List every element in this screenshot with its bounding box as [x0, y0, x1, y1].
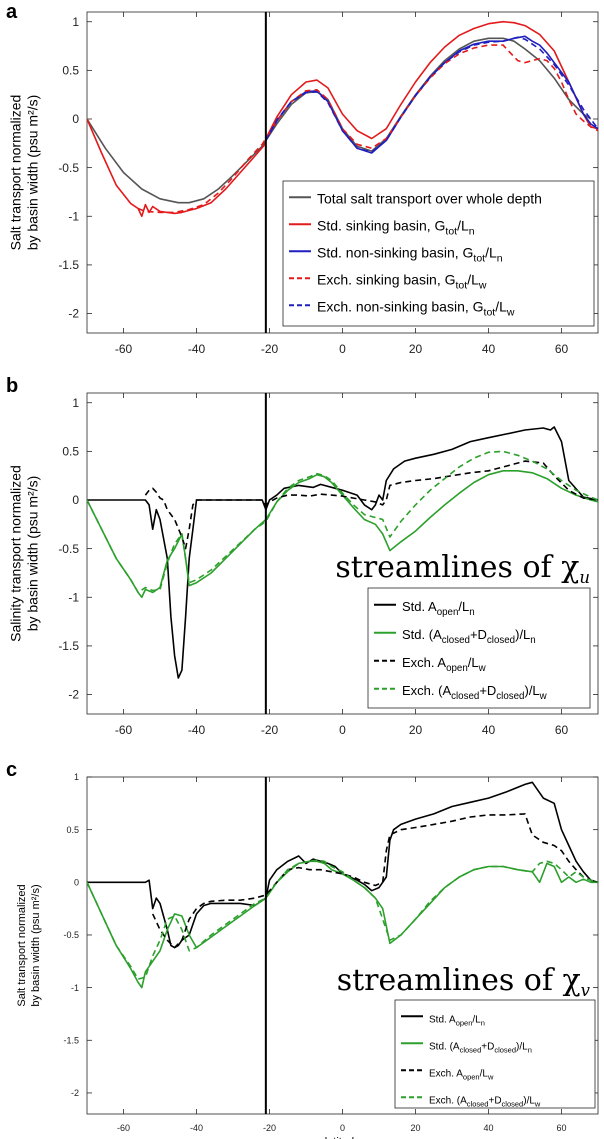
x-tick-label: -40	[188, 723, 206, 737]
series-line	[265, 36, 598, 153]
legend-label: Std. (Aclosed+Dclosed)/Ln	[429, 1041, 532, 1054]
legend-label: Exch. (Aclosed+Dclosed)/Lw	[429, 1095, 541, 1108]
legend: Total salt transport over whole depth Std…	[282, 180, 595, 327]
series-group	[87, 426, 598, 679]
y-tick-label: 0.5	[66, 825, 79, 835]
y-tick-label: 0	[72, 112, 79, 126]
y-tick-label: -1.5	[58, 639, 79, 653]
x-tick-label: -40	[190, 1123, 203, 1133]
panel-b: b -2 -1.5 -1 -0.5 0 0.5 1 -60 -40 -20 0 20 40 60 Salini…	[6, 375, 599, 737]
series-line	[144, 460, 598, 550]
y-axis-label: Salt transport normalized	[8, 95, 24, 251]
legend-label: Exch. Aopen/Lw	[402, 655, 487, 674]
y-axis-label: Salinity transport normalized	[8, 465, 24, 642]
series-line	[87, 781, 598, 949]
y-tick-label: 0	[74, 877, 79, 887]
x-tick-label: 60	[555, 723, 569, 737]
y-tick-label: 0.5	[62, 64, 79, 78]
x-tick-label: 40	[483, 1123, 493, 1133]
annotation: streamlines of χu	[335, 550, 590, 587]
legend-label: Exch. non-sinking basin, Gtot/Lw	[317, 298, 515, 318]
series-line	[87, 469, 598, 599]
legend-label: Exch. sinking basin, Gtot/Lw	[317, 271, 487, 291]
x-tick-label: 40	[482, 342, 496, 356]
legend-label: Exch. (Aclosed+Dclosed)/Lw	[402, 683, 548, 702]
legend-label: Std. sinking basin, Gtot/Ln	[317, 217, 475, 237]
legend-label: Total salt transport over whole depth	[317, 190, 542, 206]
series-line	[151, 813, 598, 949]
x-tick-label: 40	[482, 723, 496, 737]
y-tick-label: -0.5	[63, 930, 79, 940]
y-tick-label: -1	[68, 209, 79, 223]
legend-label: Std. Aopen/Ln	[429, 1014, 485, 1027]
legend-label: Std. (Aclosed+Dclosed)/Ln	[402, 627, 536, 646]
panel-letter: b	[6, 375, 18, 397]
series-line	[87, 450, 598, 594]
legend-label: Std. non-sinking basin, Gtot/Ln	[317, 244, 503, 264]
y-tick-label: -1	[71, 983, 79, 993]
y-tick-label: -2	[68, 688, 79, 702]
y-tick-label: 0	[72, 493, 79, 507]
annotation: streamlines of χv	[337, 963, 591, 1000]
x-tick-label: 20	[409, 342, 423, 356]
y-tick-label: -2	[68, 307, 79, 321]
panel-c: c -2 -1.5 -1 -0.5 0 0.5 1 -60 -40 -20 0 20 40 60 Salt t…	[6, 759, 599, 1139]
series-line	[87, 860, 598, 989]
y-tick-label: -1.5	[58, 258, 79, 272]
x-tick-label: -60	[115, 723, 133, 737]
series-line	[265, 20, 598, 140]
series-line	[87, 118, 267, 218]
x-tick-label: 0	[340, 1123, 345, 1133]
y-tick-label: -1.5	[63, 1035, 79, 1045]
y-tick-label: 1	[72, 396, 79, 410]
series-group	[87, 781, 598, 989]
y-tick-label: 1	[72, 15, 79, 29]
y-axis-label: by basin width (psu m²/s)	[25, 476, 41, 632]
y-tick-label: -1	[68, 590, 79, 604]
x-tick-label: -40	[188, 342, 206, 356]
x-tick-label: 0	[339, 342, 346, 356]
y-tick-label: 0.5	[62, 445, 79, 459]
x-tick-label: -20	[263, 1123, 276, 1133]
y-axis-label: Salt transport normalized	[16, 884, 28, 1006]
x-tick-label: 0	[339, 723, 346, 737]
x-tick-label: -20	[261, 723, 279, 737]
y-axis-label: by basin width (psu m²/s)	[25, 95, 41, 251]
panel-a: a -2 -1.5 -1 -0.5 0 0.5 1 -60 -40 -20 0 20 40 60 Salt t…	[6, 1, 599, 356]
legend-label: Std. Aopen/Ln	[402, 599, 475, 618]
legend: Std. Aopen/Ln Std. (Aclosed+Dclosed)/Ln Ex…	[394, 999, 596, 1109]
y-tick-label: -2	[71, 1088, 79, 1098]
series-line	[87, 426, 598, 679]
x-tick-label: 60	[555, 342, 569, 356]
panel-letter: c	[6, 759, 17, 781]
x-tick-label: -60	[117, 1123, 130, 1133]
panel-letter: a	[6, 1, 18, 23]
x-tick-label: 20	[409, 723, 423, 737]
y-tick-label: 1	[74, 772, 79, 782]
legend-label: Exch. Aopen/Lw	[429, 1068, 494, 1081]
x-tick-label: -20	[261, 342, 279, 356]
series-line	[137, 44, 598, 214]
x-axis-label: latitude	[325, 1136, 360, 1139]
y-tick-label: -0.5	[58, 542, 79, 556]
legend-box	[282, 180, 595, 327]
series-group	[87, 20, 598, 218]
y-tick-label: -0.5	[58, 161, 79, 175]
y-axis-label: by basin width (psu m²/s)	[30, 884, 42, 1006]
legend-box	[394, 999, 596, 1109]
legend: Std. Aopen/Ln Std. (Aclosed+Dclosed)/Ln Ex…	[367, 587, 591, 709]
x-tick-label: 20	[410, 1123, 420, 1133]
legend-box	[367, 587, 591, 709]
x-tick-label: -60	[115, 342, 133, 356]
x-tick-label: 60	[556, 1123, 566, 1133]
series-line	[265, 35, 598, 154]
series-line	[87, 859, 598, 981]
